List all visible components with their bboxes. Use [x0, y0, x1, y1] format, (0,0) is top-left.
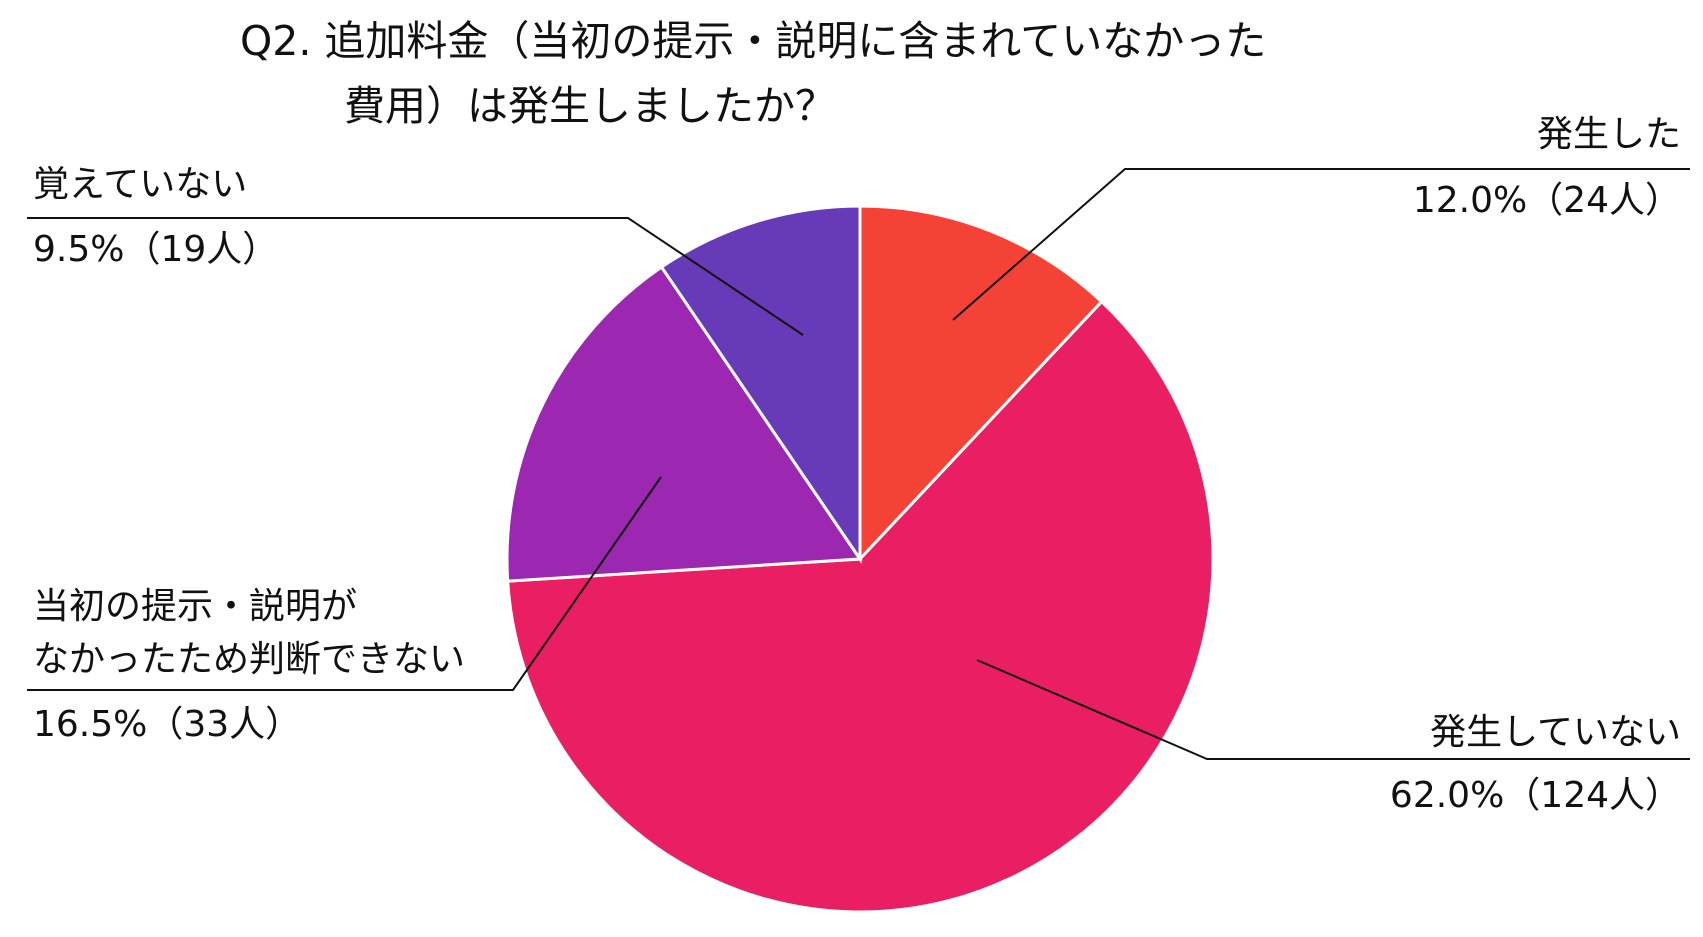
value-label: 16.5%（33人）	[33, 704, 301, 745]
slice-label: 発生していない	[1430, 712, 1681, 753]
pie-slice	[659, 204, 862, 564]
leader-line	[976, 659, 1690, 760]
chart-title: Q2. 追加料金（当初の提示・説明に含まれていなかった費用）は発生しましたか？	[240, 17, 1266, 130]
pie-slice	[858, 204, 1104, 563]
slice-label: 発生した	[1537, 114, 1681, 155]
value-label: 12.0%（24人）	[1413, 180, 1681, 221]
leader-line	[952, 168, 1690, 321]
slice-label: 覚えていない	[33, 164, 247, 205]
value-label: 62.0%（124人）	[1390, 775, 1681, 816]
leader-line	[27, 476, 662, 691]
leader-line	[27, 217, 804, 336]
pie-slice	[505, 264, 863, 583]
slice-label: 当初の提示・説明がなかったため判断できない	[33, 586, 465, 680]
value-label: 9.5%（19人）	[33, 229, 278, 270]
pie-slice	[506, 299, 1215, 914]
